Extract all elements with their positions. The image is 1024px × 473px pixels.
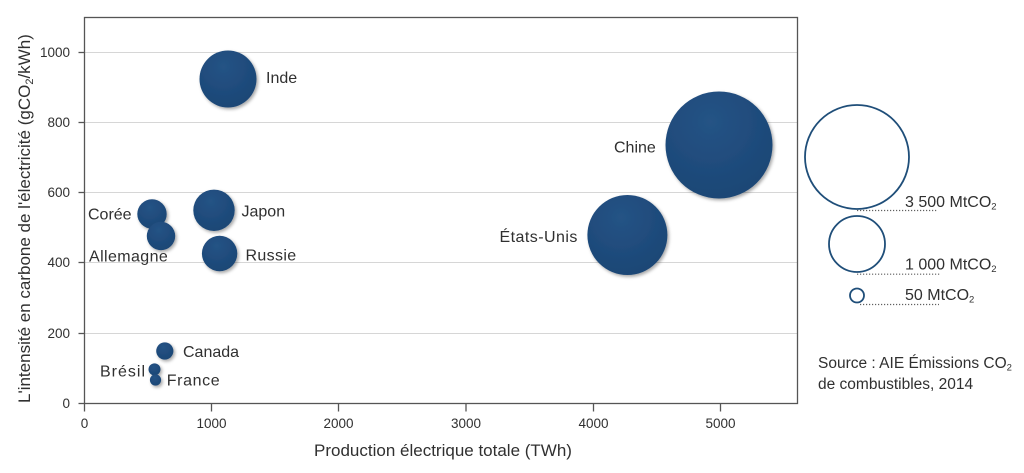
svg-text:800: 800 [47,115,70,130]
svg-text:Japon: Japon [242,204,286,221]
svg-text:Canada: Canada [183,344,239,361]
svg-text:3000: 3000 [451,416,481,431]
svg-text:Allemagne: Allemagne [89,249,168,266]
svg-text:3 500 MtCO2: 3 500 MtCO2 [905,194,997,213]
svg-text:600: 600 [47,185,70,200]
svg-text:400: 400 [47,255,70,270]
svg-text:Corée: Corée [88,207,132,224]
svg-text:Inde: Inde [266,70,297,87]
svg-text:L'intensité en carbone de l'él: L'intensité en carbone de l'électricité … [15,34,36,403]
svg-text:1000: 1000 [40,45,70,60]
svg-text:Russie: Russie [246,248,297,265]
svg-text:50 MtCO2: 50 MtCO2 [905,287,974,306]
svg-text:Source : AIE Émissions CO2: Source : AIE Émissions CO2 [818,355,1012,374]
svg-text:0: 0 [81,416,89,431]
svg-text:1000: 1000 [196,416,226,431]
svg-text:5000: 5000 [705,416,735,431]
svg-text:États-Unis: États-Unis [500,227,578,246]
svg-text:de combustibles, 2014: de combustibles, 2014 [818,376,973,393]
svg-text:France: France [167,373,220,390]
svg-text:4000: 4000 [578,416,608,431]
svg-text:0: 0 [62,396,70,411]
svg-text:Brésil: Brésil [100,364,146,381]
svg-text:2000: 2000 [323,416,353,431]
svg-text:1 000 MtCO2: 1 000 MtCO2 [905,257,997,276]
svg-text:Production électrique totale (: Production électrique totale (TWh) [314,441,572,460]
svg-text:200: 200 [47,326,70,341]
svg-text:Chine: Chine [614,140,656,157]
